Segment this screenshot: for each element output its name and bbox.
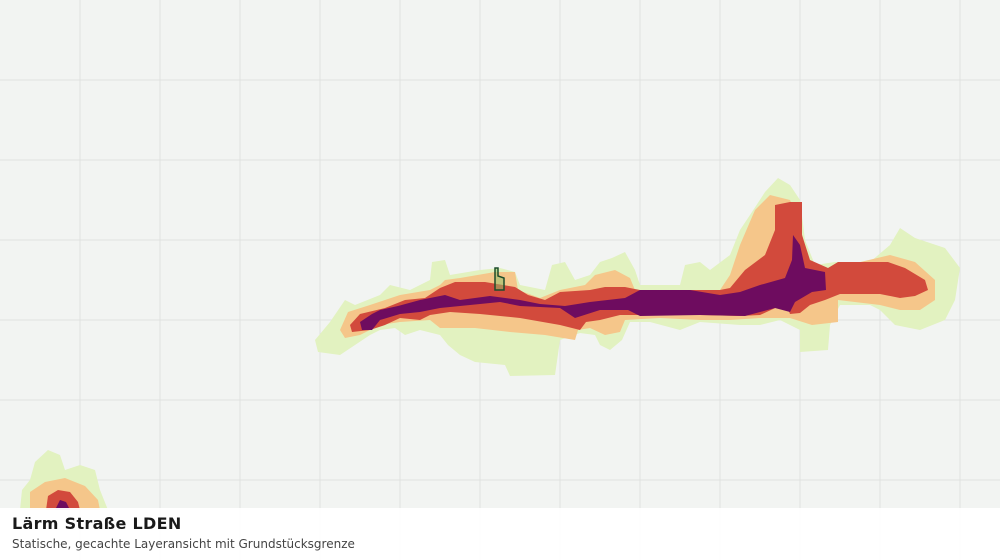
parcel-boundary[interactable] (494, 267, 505, 291)
panel-title: Lärm Straße LDEN (12, 514, 182, 533)
noise-layer (20, 178, 960, 510)
noise-zone-very-high (55, 500, 70, 510)
info-panel: Lärm Straße LDEN Statische, gecachte Lay… (0, 508, 1000, 560)
noise-zone-very-high (360, 235, 826, 330)
panel-subtitle: Statische, gecachte Layeransicht mit Gru… (12, 537, 355, 551)
noise-zone-high (46, 490, 80, 510)
